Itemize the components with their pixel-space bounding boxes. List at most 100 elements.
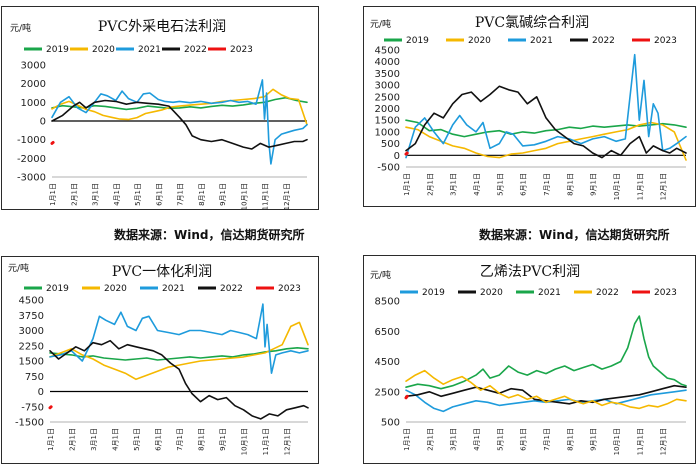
y-tick-label: 3000 — [21, 61, 46, 72]
y-tick-label: 8500 — [375, 297, 400, 308]
chart-title: PVC氯碱综合利润 — [475, 15, 589, 31]
chart-title: 乙烯法PVC利润 — [480, 264, 580, 280]
x-tick-label: 11月1日 — [262, 428, 270, 455]
legend-label: 2021 — [138, 45, 161, 55]
y-tick-label: -500 — [377, 163, 400, 174]
legend-label: 2022 — [592, 36, 615, 46]
x-tick-label: 4月1日 — [473, 173, 481, 196]
y-tick-label: 4500 — [375, 357, 400, 368]
legend-label: 2021 — [530, 36, 553, 46]
series-line-2019 — [49, 347, 309, 361]
y-tick-label: 500 — [381, 139, 400, 150]
series-line-2022 — [405, 85, 687, 159]
legend-label: 2022 — [220, 284, 243, 294]
source-note: 数据来源：Wind，信达期货研究所 — [114, 228, 305, 242]
x-tick-label: 2月1日 — [426, 428, 434, 451]
y-tick-label: -3000 — [17, 173, 46, 184]
legend-label: 2023 — [654, 36, 677, 46]
x-tick-label: 8月1日 — [566, 428, 574, 451]
x-tick-label: 3月1日 — [450, 428, 458, 451]
x-tick-label: 9月1日 — [590, 428, 598, 451]
chart-panel-integrated: PVC一体化利润 元/吨 2019 2020 2021 2022 2023 4500 3750 3… — [1, 256, 319, 464]
x-tick-label: 4月1日 — [112, 428, 120, 451]
y-tick-label: 2250 — [19, 341, 44, 352]
chart-panel-external-carbide: PVC外采电石法利润 元/吨 2019 2020 2021 2022 2023 3000 200… — [1, 6, 319, 210]
x-tick-label: 6月1日 — [155, 183, 163, 206]
x-tick-label: 1月1日 — [47, 428, 55, 451]
series-line-2022 — [49, 339, 309, 420]
legend-label: 2021 — [162, 284, 185, 294]
source-note: 数据来源：Wind，信达期货研究所 — [479, 228, 670, 242]
series-line-2019 — [405, 389, 687, 413]
series-line-2021 — [405, 53, 687, 159]
legend-label: 2020 — [104, 284, 127, 294]
x-tick-label: 10月1日 — [240, 183, 248, 210]
chart-title: PVC外采电石法利润 — [98, 19, 226, 35]
x-tick-label: 12月1日 — [284, 428, 292, 455]
legend-label: 2022 — [596, 288, 619, 298]
legend-label: 2019 — [406, 36, 429, 46]
y-tick-label: 4000 — [375, 57, 400, 68]
x-tick-label: 3月1日 — [92, 183, 100, 206]
x-tick-label: 12月1日 — [660, 428, 668, 455]
x-tick-label: 9月1日 — [590, 173, 598, 196]
x-tick-label: 7月1日 — [543, 428, 551, 451]
x-tick-label: 4月1日 — [473, 428, 481, 451]
chart-panel-ethylene: 乙烯法PVC利润 元/吨 2019 2020 2021 2022 2023 8500 6500 4… — [363, 255, 696, 464]
x-tick-label: 7月1日 — [176, 428, 184, 451]
y-tick-label: -2000 — [17, 154, 46, 165]
x-tick-label: 6月1日 — [155, 428, 163, 451]
chart-svg: PVC外采电石法利润 元/吨 2019 2020 2021 2022 2023 3000 200… — [10, 19, 308, 210]
series-line-2020 — [405, 121, 687, 161]
x-tick-label: 2月1日 — [69, 428, 77, 451]
chart-svg: PVC一体化利润 元/吨 2019 2020 2021 2022 2023 4500 3750 3… — [8, 262, 309, 455]
y-tick-label: 4500 — [375, 46, 400, 57]
y-tick-label: 0 — [40, 117, 46, 128]
series-line-2023 — [404, 151, 409, 156]
unit-label: 元/吨 — [10, 22, 31, 34]
series-line-2019 — [405, 119, 687, 138]
series-line-2023 — [404, 394, 409, 400]
x-tick-label: 6月1日 — [520, 173, 528, 196]
series-line-2020 — [405, 384, 687, 405]
x-tick-label: 6月1日 — [520, 428, 528, 451]
legend-label: 2020 — [468, 36, 491, 46]
y-tick-label: 1500 — [375, 116, 400, 127]
legend-label: 2023 — [278, 284, 301, 294]
y-tick-label: 2500 — [375, 92, 400, 103]
x-tick-label: 7月1日 — [177, 183, 185, 206]
chart-panel-chlor-alkali: PVC氯碱综合利润 元/吨 2019 2020 2021 2022 2023 4500 4000… — [363, 6, 696, 207]
x-tick-label: 1月1日 — [403, 173, 411, 196]
y-tick-label: 1000 — [375, 127, 400, 138]
x-tick-label: 3月1日 — [90, 428, 98, 451]
series-line-2019 — [51, 96, 308, 111]
unit-label: 元/吨 — [8, 262, 29, 274]
x-tick-label: 2月1日 — [70, 183, 78, 206]
y-tick-label: 2000 — [375, 104, 400, 115]
chart-title: PVC一体化利润 — [112, 264, 212, 280]
y-tick-label: 0 — [394, 151, 400, 162]
y-tick-label: 0 — [38, 387, 44, 398]
y-tick-label: -1000 — [17, 135, 46, 146]
y-tick-label: -750 — [21, 402, 44, 413]
x-tick-label: 5月1日 — [496, 173, 504, 196]
x-tick-label: 9月1日 — [219, 183, 227, 206]
unit-label: 元/吨 — [370, 18, 391, 30]
x-tick-label: 12月1日 — [283, 183, 291, 210]
x-tick-label: 5月1日 — [134, 183, 142, 206]
x-tick-label: 2月1日 — [426, 173, 434, 196]
x-tick-label: 12月1日 — [660, 173, 668, 200]
x-tick-label: 5月1日 — [496, 428, 504, 451]
y-tick-label: 750 — [25, 372, 44, 383]
y-tick-label: 3000 — [19, 326, 44, 337]
series-line-2021 — [405, 315, 687, 390]
series-line-2020 — [49, 321, 309, 381]
chart-svg: 乙烯法PVC利润 元/吨 2019 2020 2021 2022 2023 8500 6500 4… — [370, 264, 687, 455]
y-tick-label: 500 — [381, 418, 400, 429]
legend-label: 2022 — [184, 45, 207, 55]
x-tick-label: 11月1日 — [636, 173, 644, 200]
y-tick-label: 3500 — [375, 69, 400, 80]
x-tick-label: 3月1日 — [450, 173, 458, 196]
series-line-2022 — [51, 99, 308, 150]
legend-label: 2023 — [654, 288, 677, 298]
